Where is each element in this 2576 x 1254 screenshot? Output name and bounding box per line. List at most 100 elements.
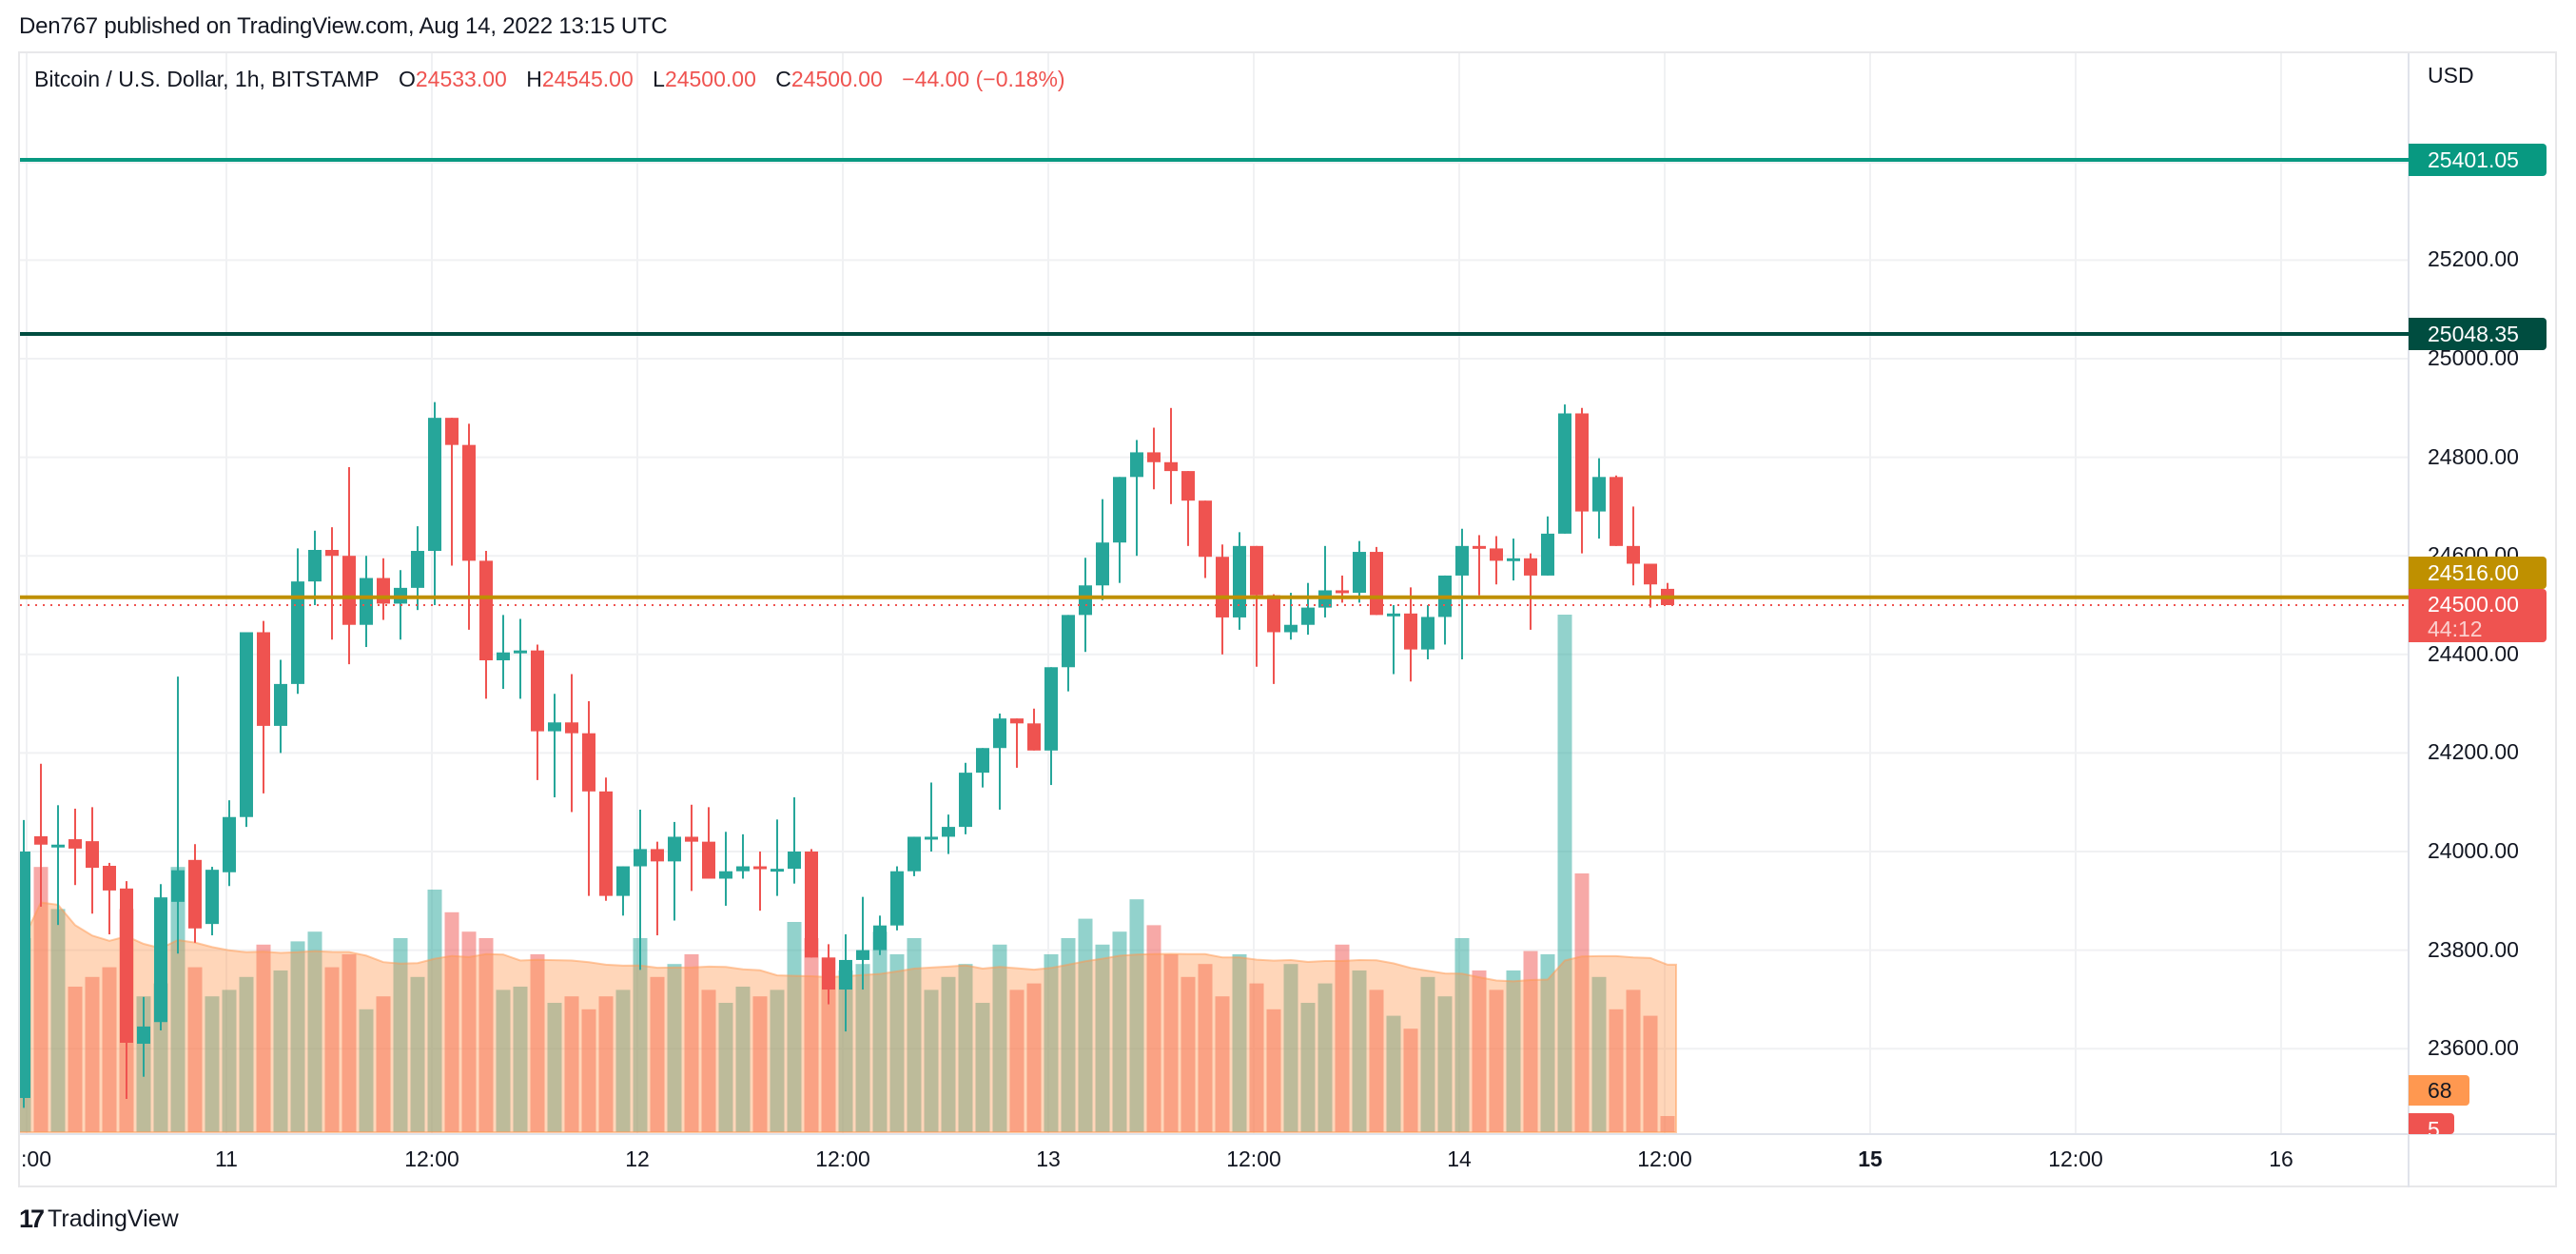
- candle-body: [86, 841, 99, 869]
- volume-ma-tag: 68: [2409, 1075, 2469, 1106]
- volume-bar: [1300, 1003, 1316, 1132]
- volume-bar: [1198, 964, 1213, 1132]
- volume-bar: [975, 1003, 990, 1132]
- volume-bar: [547, 1003, 562, 1132]
- volume-bar: [1317, 983, 1333, 1132]
- volume-bar: [1472, 970, 1487, 1132]
- candle-body: [514, 650, 527, 654]
- candle-body: [497, 652, 510, 661]
- price-tick-label: 23600.00: [2428, 1035, 2519, 1061]
- volume-bar: [667, 964, 682, 1132]
- candle-body: [788, 852, 801, 870]
- candle-body: [1216, 557, 1229, 617]
- volume-bar: [410, 976, 425, 1132]
- symbol-legend: Bitcoin / U.S. Dollar, 1h, BITSTAMP O245…: [34, 67, 1079, 92]
- volume-bar: [633, 938, 648, 1132]
- close-value: 24500.00: [790, 67, 883, 91]
- volume-bar: [1215, 996, 1230, 1132]
- candle-body: [411, 551, 424, 588]
- volume-bar: [1489, 989, 1504, 1132]
- time-tick-label: 16: [2269, 1146, 2293, 1171]
- candle-body: [1404, 613, 1417, 650]
- volume-bar: [427, 890, 442, 1132]
- candle-body: [154, 897, 167, 1023]
- volume-bar: [1061, 938, 1076, 1132]
- candle-body: [1644, 563, 1657, 585]
- candle-body: [1575, 413, 1589, 512]
- volume-bar: [684, 954, 699, 1132]
- tradingview-brand[interactable]: 17 TradingView: [19, 1205, 179, 1234]
- candle-body: [1062, 615, 1075, 668]
- time-tick-label: :00: [21, 1146, 51, 1171]
- volume-bar: [992, 944, 1007, 1132]
- volume-bar: [324, 967, 340, 1132]
- volume-bar: [273, 970, 288, 1132]
- volume-bar: [342, 954, 357, 1132]
- currency-label[interactable]: USD: [2428, 63, 2474, 88]
- volume-bar: [821, 957, 836, 1132]
- candle-body: [1199, 500, 1212, 558]
- close-label: C: [775, 67, 791, 91]
- candle-body: [205, 870, 219, 925]
- time-tick-label: 11: [215, 1146, 238, 1171]
- volume-bar: [1335, 944, 1350, 1132]
- volume-bar: [102, 967, 117, 1132]
- candle-body: [856, 950, 869, 960]
- volume-bar: [770, 989, 785, 1132]
- volume-bar: [359, 1009, 374, 1132]
- price-tick-label: 24200.00: [2428, 739, 2519, 765]
- plot-area[interactable]: [15, 158, 2409, 1133]
- symbol-title[interactable]: Bitcoin / U.S. Dollar, 1h, BITSTAMP: [34, 67, 380, 91]
- candle-body: [20, 852, 30, 1098]
- candle-body: [805, 852, 818, 958]
- candle-body: [240, 632, 253, 817]
- volume-bar: [1009, 989, 1025, 1132]
- time-tick-label: 12:00: [404, 1146, 459, 1171]
- volume-bar: [33, 867, 49, 1132]
- candle-body: [702, 841, 715, 879]
- volume-bar: [1146, 925, 1161, 1132]
- volume-bar: [513, 987, 528, 1132]
- price-tick-label: 23800.00: [2428, 936, 2519, 962]
- candle-body: [1044, 667, 1058, 751]
- volume-bar: [1386, 1015, 1401, 1132]
- candle-body: [616, 866, 630, 896]
- volume-bar: [1660, 1116, 1675, 1132]
- volume-bar: [581, 1009, 596, 1132]
- volume-bar: [752, 996, 768, 1132]
- candle-body: [1336, 590, 1349, 594]
- support-price-tag: 24516.00: [2409, 557, 2547, 589]
- volume-bar: [1437, 996, 1453, 1132]
- volume-bar: [85, 976, 100, 1132]
- time-tick-label: 12:00: [2048, 1146, 2103, 1171]
- last-price-value: 24500.00: [2428, 592, 2519, 617]
- volume-bar: [496, 989, 511, 1132]
- volume-bar: [478, 938, 494, 1132]
- candle-body: [839, 959, 852, 990]
- candle-body: [171, 870, 185, 902]
- candle-body: [907, 836, 921, 872]
- candle-body: [1610, 477, 1623, 546]
- candle-body: [890, 871, 904, 926]
- candle-body: [771, 869, 784, 872]
- low-label: L: [653, 67, 665, 91]
- volume-bar: [290, 941, 305, 1132]
- high-value: 24545.00: [541, 67, 634, 91]
- volume-bar: [1112, 931, 1127, 1132]
- candle-body: [1490, 548, 1503, 561]
- candle-body: [325, 549, 339, 557]
- open-value: 24533.00: [415, 67, 507, 91]
- candle-body: [1233, 545, 1246, 617]
- volume-bar: [1181, 976, 1196, 1132]
- candle-body: [1421, 617, 1434, 650]
- volume-bar: [838, 970, 853, 1132]
- candle-body: [1524, 558, 1537, 576]
- volume-bar: [615, 989, 631, 1132]
- time-tick-label: 14: [1447, 1146, 1472, 1171]
- candle-body: [223, 816, 236, 872]
- candle-body: [1079, 585, 1092, 616]
- change-value: −44.00 (−0.18%): [902, 67, 1065, 91]
- candle-body: [308, 549, 322, 582]
- candle-body: [685, 836, 698, 842]
